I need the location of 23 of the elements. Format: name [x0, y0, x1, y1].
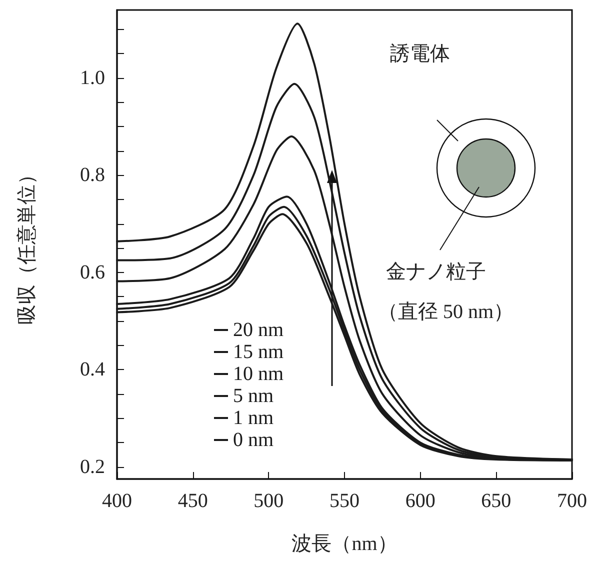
x-tick-label: 400 [102, 490, 132, 512]
annotation: （直径 50 nm） [378, 301, 514, 323]
x-tick-label: 450 [178, 490, 208, 512]
legend-label: 10 nm [233, 363, 284, 385]
y-tick-label: 0.8 [80, 164, 105, 186]
y-axis-title: 吸収（任意単位） [16, 164, 38, 324]
legend-label: 0 nm [233, 429, 274, 451]
y-tick-label: 0.6 [80, 261, 105, 284]
annotation: 金ナノ粒子 [386, 261, 486, 283]
legend-label: 1 nm [233, 407, 274, 429]
x-axis-title: 波長（nm） [292, 533, 398, 555]
y-tick-label: 0.2 [80, 456, 105, 478]
x-tick-label: 500 [254, 490, 284, 512]
y-tick-label: 0.4 [80, 358, 105, 381]
legend-label: 5 nm [233, 385, 274, 407]
x-tick-label: 700 [557, 490, 587, 512]
annotation: 誘電体 [390, 43, 450, 65]
x-tick-label: 550 [330, 490, 360, 512]
x-tick-label: 650 [481, 490, 512, 512]
legend-label: 20 nm [233, 319, 284, 341]
legend-label: 15 nm [233, 341, 284, 363]
x-tick-label: 600 [405, 490, 436, 512]
y-tick-label: 1.0 [80, 67, 105, 90]
